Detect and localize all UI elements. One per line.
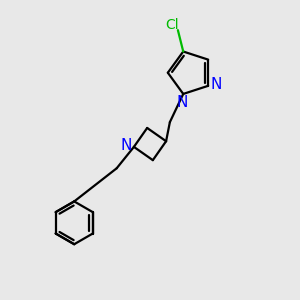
Text: N: N	[211, 77, 222, 92]
Text: N: N	[176, 95, 188, 110]
Text: Cl: Cl	[166, 18, 179, 32]
Text: N: N	[120, 138, 132, 153]
